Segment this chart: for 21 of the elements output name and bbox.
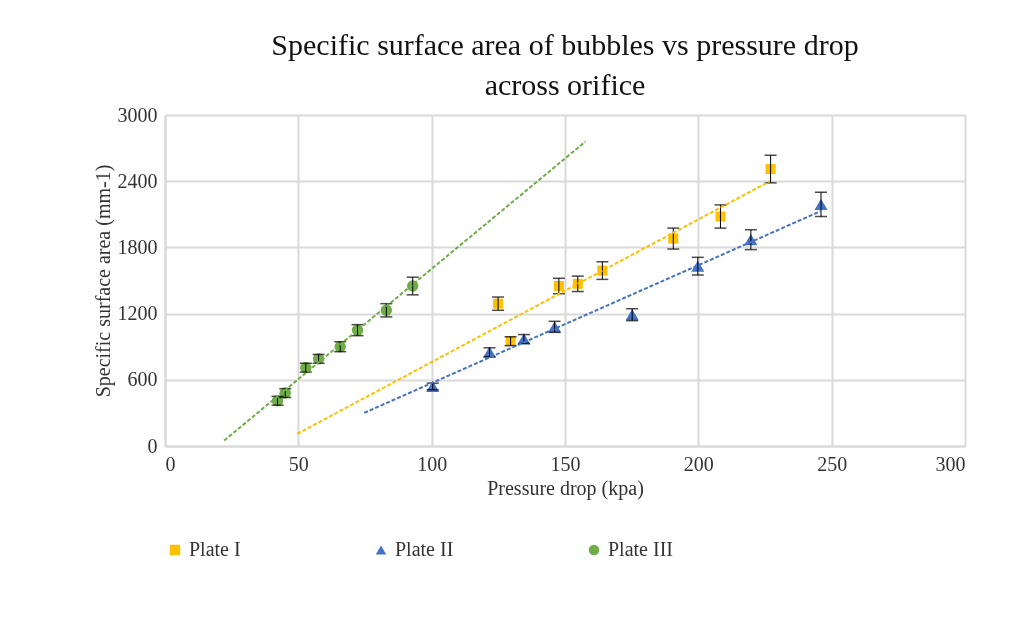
y-tick-label: 0 [147, 434, 158, 457]
point [715, 211, 726, 222]
legend-label: Plate II [395, 538, 454, 560]
y-axis-title: Specific surface area (mm-1) [91, 164, 115, 398]
x-tick-label: 150 [550, 452, 581, 475]
x-tick-label: 300 [935, 452, 966, 475]
legend-label: Plate I [189, 538, 241, 560]
y-tick-label: 1800 [117, 235, 158, 258]
legend-label: Plate III [608, 538, 673, 560]
y-tick-label: 600 [127, 368, 158, 391]
x-axis-title: Pressure drop (kpa) [487, 476, 644, 500]
y-tick-label: 1200 [117, 302, 158, 325]
y-tick-label: 2400 [117, 169, 158, 192]
x-tick-label: 200 [683, 452, 714, 475]
x-tick-label: 100 [417, 452, 448, 475]
x-tick-label: 0 [165, 452, 176, 475]
y-tick-label: 3000 [117, 103, 158, 126]
x-tick-label: 250 [817, 452, 848, 475]
point [765, 164, 776, 175]
chart-title: Specific surface area of bubbles vs pressure drop across orifice [271, 28, 859, 101]
x-tick-label: 50 [288, 452, 309, 475]
